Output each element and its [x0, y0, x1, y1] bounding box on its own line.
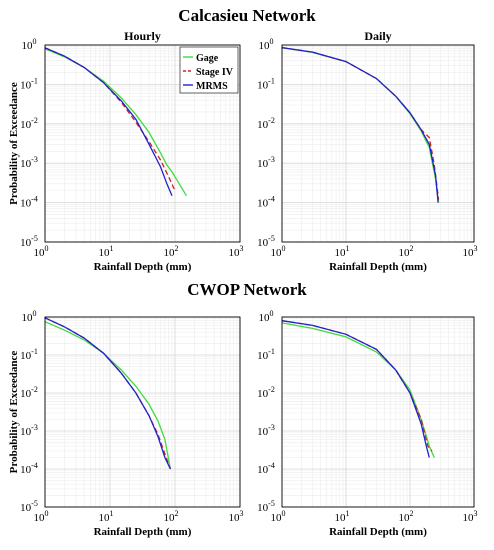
- x-tick-label: 103: [229, 244, 244, 259]
- x-axis-label: Rainfall Depth (mm): [329, 261, 427, 273]
- x-tick-label: 100: [271, 509, 286, 524]
- y-tick-label: 10-3: [20, 423, 38, 438]
- x-axis-label: Rainfall Depth (mm): [329, 526, 427, 538]
- x-tick-label: 103: [463, 244, 478, 259]
- y-tick-label: 10-4: [257, 195, 275, 210]
- panel-title: Daily: [364, 29, 391, 43]
- x-tick-label: 103: [229, 509, 244, 524]
- y-axis-label: Probability of Exceedance: [8, 82, 20, 205]
- series-line-mrms: [281, 46, 439, 203]
- plot-frame: [44, 44, 241, 243]
- series-line-mrms: [281, 320, 430, 458]
- x-tick-label: 102: [164, 509, 179, 524]
- calcasieu-network-title: Calcasieu Network: [178, 6, 316, 25]
- x-tick-label: 100: [34, 509, 49, 524]
- y-tick-label: 10-2: [20, 116, 38, 131]
- series-line-gage: [44, 321, 172, 470]
- x-tick-label: 102: [164, 244, 179, 259]
- x-axis-label: Rainfall Depth (mm): [94, 261, 192, 273]
- legend-label-mrms: MRMS: [196, 81, 228, 92]
- y-tick-label: 10-2: [257, 116, 275, 131]
- x-tick-label: 101: [99, 509, 114, 524]
- legend-label-gage: Gage: [196, 53, 219, 64]
- y-tick-label: 10-3: [257, 423, 275, 438]
- y-tick-label: 100: [259, 37, 274, 52]
- plot-frame: [281, 316, 475, 508]
- chart-panel-3: 100 101 102 10310-510-410-310-210-1100Rainf…: [8, 309, 244, 538]
- y-tick-label: 10-4: [257, 461, 275, 476]
- y-tick-label: 10-1: [257, 76, 275, 91]
- y-tick-label: 10-2: [20, 385, 38, 400]
- series-line-mrms: [44, 47, 173, 196]
- series-line-gage: [281, 322, 435, 458]
- y-tick-label: 10-2: [257, 385, 275, 400]
- x-tick-label: 101: [335, 244, 350, 259]
- plot-frame: [44, 316, 241, 508]
- legend-label-stage-iv: Stage IV: [196, 67, 234, 78]
- x-tick-label: 101: [335, 509, 350, 524]
- y-tick-label: 10-4: [20, 195, 38, 210]
- series-line-mrms: [44, 317, 171, 470]
- x-axis-label: Rainfall Depth (mm): [94, 526, 192, 538]
- y-tick-label: 100: [22, 37, 37, 52]
- y-axis-label: Probability of Exceedance: [8, 351, 20, 474]
- y-tick-label: 100: [259, 309, 274, 324]
- y-tick-label: 10-1: [20, 76, 38, 91]
- x-tick-label: 102: [399, 509, 414, 524]
- legend: Gage Stage IV MRMS: [179, 46, 239, 94]
- plot-frame: [281, 44, 475, 243]
- x-tick-label: 100: [34, 244, 49, 259]
- x-tick-label: 103: [463, 509, 478, 524]
- y-tick-label: 10-3: [257, 155, 275, 170]
- y-tick-label: 100: [22, 309, 37, 324]
- y-tick-label: 10-3: [20, 155, 38, 170]
- x-tick-label: 102: [399, 244, 414, 259]
- x-tick-label: 100: [271, 244, 286, 259]
- cwop-network-title: CWOP Network: [187, 280, 307, 299]
- chart-panel-4: 100 101 102 10310-510-410-310-210-1100Rainf…: [257, 309, 477, 538]
- series-line-gage: [281, 47, 440, 203]
- x-tick-label: 101: [99, 244, 114, 259]
- y-tick-label: 10-1: [20, 347, 38, 362]
- panel-title: Hourly: [124, 29, 161, 43]
- y-tick-label: 10-1: [257, 347, 275, 362]
- y-tick-label: 10-4: [20, 461, 38, 476]
